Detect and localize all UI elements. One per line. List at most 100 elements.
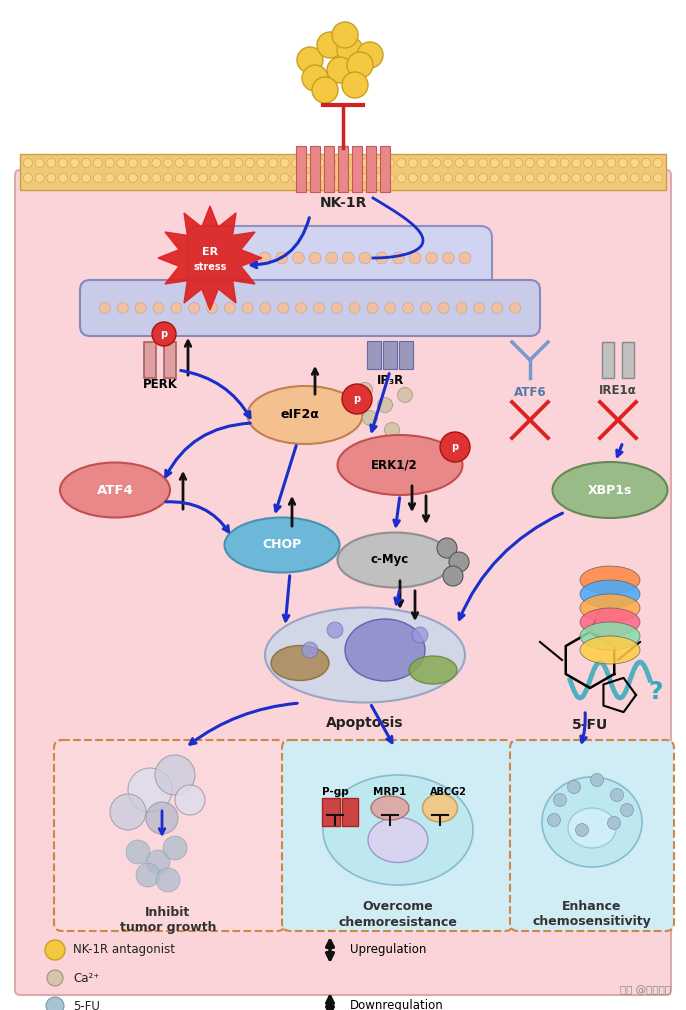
Circle shape — [349, 303, 360, 313]
Circle shape — [233, 174, 242, 183]
Circle shape — [621, 804, 633, 816]
Bar — [380, 146, 390, 192]
Circle shape — [385, 174, 394, 183]
Circle shape — [206, 303, 217, 313]
Circle shape — [135, 303, 146, 313]
Circle shape — [187, 174, 196, 183]
Text: 5-FU: 5-FU — [73, 1000, 100, 1010]
Circle shape — [23, 159, 32, 168]
Circle shape — [492, 303, 503, 313]
Text: XBP1s: XBP1s — [588, 484, 632, 497]
Text: NK-1R: NK-1R — [319, 196, 367, 210]
Bar — [342, 798, 358, 826]
Ellipse shape — [423, 794, 458, 822]
Circle shape — [362, 410, 377, 425]
Bar — [144, 342, 156, 378]
Circle shape — [490, 174, 499, 183]
Circle shape — [459, 252, 471, 264]
Bar — [383, 341, 397, 369]
Circle shape — [327, 57, 353, 83]
Circle shape — [99, 303, 110, 313]
Text: c-Myc: c-Myc — [371, 553, 409, 567]
Circle shape — [397, 388, 412, 403]
Circle shape — [537, 159, 546, 168]
Ellipse shape — [323, 775, 473, 885]
Bar — [338, 146, 348, 192]
Circle shape — [385, 159, 394, 168]
Circle shape — [479, 159, 488, 168]
Circle shape — [490, 159, 499, 168]
Circle shape — [209, 252, 221, 264]
Text: p: p — [451, 442, 458, 452]
Circle shape — [479, 174, 488, 183]
Circle shape — [303, 159, 313, 168]
Circle shape — [554, 794, 567, 807]
Text: CHOP: CHOP — [262, 538, 302, 551]
Circle shape — [619, 159, 628, 168]
Circle shape — [327, 622, 343, 638]
Circle shape — [292, 174, 301, 183]
Ellipse shape — [338, 435, 462, 495]
Circle shape — [45, 940, 65, 960]
Circle shape — [317, 32, 343, 58]
Circle shape — [337, 37, 363, 63]
Circle shape — [502, 159, 511, 168]
Circle shape — [630, 159, 639, 168]
Ellipse shape — [338, 532, 453, 588]
Circle shape — [222, 174, 230, 183]
Ellipse shape — [224, 517, 340, 573]
Circle shape — [110, 794, 146, 830]
Text: ?: ? — [648, 680, 662, 704]
Circle shape — [560, 174, 569, 183]
Circle shape — [409, 252, 421, 264]
Circle shape — [140, 159, 149, 168]
Circle shape — [314, 303, 324, 313]
Circle shape — [296, 303, 307, 313]
Circle shape — [408, 159, 418, 168]
Text: ABCG2: ABCG2 — [429, 787, 466, 797]
Circle shape — [292, 159, 301, 168]
Circle shape — [607, 174, 616, 183]
Text: eIF2α: eIF2α — [281, 408, 320, 421]
Text: 头条 @医学顾事: 头条 @医学顾事 — [620, 985, 671, 995]
Circle shape — [315, 174, 324, 183]
FancyBboxPatch shape — [80, 280, 540, 336]
Circle shape — [421, 303, 431, 313]
Circle shape — [373, 159, 383, 168]
Bar — [352, 146, 362, 192]
Circle shape — [584, 159, 593, 168]
Circle shape — [367, 303, 378, 313]
Circle shape — [146, 802, 178, 834]
Circle shape — [642, 174, 651, 183]
Text: stress: stress — [193, 262, 226, 272]
Bar — [20, 154, 666, 190]
Circle shape — [619, 174, 628, 183]
Circle shape — [359, 252, 371, 264]
Circle shape — [222, 159, 230, 168]
Circle shape — [342, 252, 355, 264]
Circle shape — [280, 174, 289, 183]
Text: Overcome: Overcome — [363, 900, 434, 912]
Circle shape — [35, 159, 44, 168]
Bar — [366, 146, 376, 192]
Circle shape — [302, 65, 328, 91]
Circle shape — [210, 159, 219, 168]
Circle shape — [140, 174, 149, 183]
Text: NK-1R antagonist: NK-1R antagonist — [73, 943, 175, 956]
Circle shape — [309, 252, 321, 264]
Circle shape — [126, 840, 150, 864]
Text: 5-FU: 5-FU — [572, 718, 608, 732]
Circle shape — [257, 174, 266, 183]
Circle shape — [572, 159, 581, 168]
Bar — [164, 342, 176, 378]
Circle shape — [654, 159, 663, 168]
Circle shape — [312, 77, 338, 103]
Circle shape — [338, 174, 348, 183]
Circle shape — [342, 72, 368, 98]
Circle shape — [397, 159, 406, 168]
Ellipse shape — [271, 645, 329, 681]
Circle shape — [572, 174, 581, 183]
Circle shape — [136, 863, 160, 887]
Circle shape — [146, 850, 170, 874]
Circle shape — [82, 159, 91, 168]
